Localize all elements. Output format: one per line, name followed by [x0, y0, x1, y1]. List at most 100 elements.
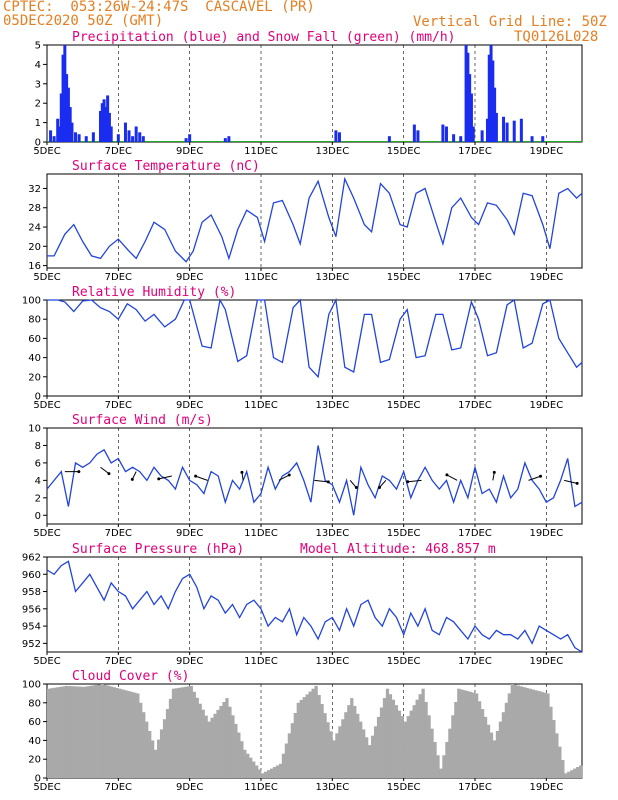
panel-1: [43, 173, 583, 271]
cloud-bar: [522, 687, 526, 778]
cloud-bar: [409, 710, 413, 778]
cloud-bar: [287, 733, 292, 778]
cloud-bar: [281, 753, 286, 778]
cloud-bar: [311, 688, 315, 778]
x-tick-label: 9DEC: [176, 400, 203, 411]
cloud-bar: [97, 684, 101, 778]
cloud-bar: [278, 763, 283, 778]
precip-bar: [84, 136, 88, 142]
cloud-bar: [207, 721, 211, 778]
precip-bar: [444, 126, 448, 142]
cloud-bar: [186, 686, 190, 778]
cloud-bar: [385, 688, 390, 778]
cloud-bar: [180, 687, 185, 778]
precip-bar: [541, 136, 545, 142]
x-tick-label: 7DEC: [105, 400, 132, 411]
cloud-bar: [338, 726, 342, 778]
precip-bar: [52, 136, 56, 142]
precip-bar: [334, 130, 338, 142]
x-tick-label: 7DEC: [105, 656, 132, 667]
x-tick-label: 7DEC: [105, 272, 132, 283]
cloud-bar: [192, 691, 196, 778]
precip-bar: [519, 118, 523, 142]
cloud-bar: [284, 743, 289, 778]
cloud-bar: [79, 686, 83, 778]
cloud-bar: [382, 698, 387, 778]
precip-bar: [387, 136, 391, 142]
precip-bar: [127, 130, 131, 142]
precip-bar: [66, 87, 70, 142]
cloud-bar: [495, 731, 500, 778]
cloud-bar: [231, 715, 235, 778]
x-tick-label: 19DEC: [529, 656, 563, 667]
precip-bar: [77, 134, 81, 142]
cloud-bar: [442, 755, 446, 778]
precip-bar: [337, 132, 341, 142]
cloud-bar: [525, 687, 529, 778]
cloud-bar: [534, 690, 538, 778]
cloud-bar: [326, 722, 330, 778]
precip-bar: [116, 134, 120, 142]
x-tick-label: 11DEC: [244, 400, 278, 411]
y-tick-label: 80: [28, 315, 41, 326]
cloud-bar: [91, 685, 95, 778]
y-tick-label: 60: [28, 717, 41, 728]
x-tick-label: 11DEC: [244, 782, 278, 793]
y-tick-label: 0: [35, 774, 41, 785]
x-tick-label: 9DEC: [176, 146, 203, 157]
x-tick-label: 11DEC: [244, 272, 278, 283]
cloud-bar: [136, 693, 140, 778]
precip-bar: [138, 132, 142, 142]
precip-bar: [131, 136, 135, 142]
precip-bar: [188, 134, 192, 142]
panel-frame: [46, 44, 583, 143]
cloud-bar: [266, 770, 271, 778]
precip-bar: [485, 118, 489, 142]
x-tick-label: 17DEC: [458, 528, 492, 539]
wind-arrow: [195, 475, 208, 481]
cloud-bar: [501, 712, 506, 778]
cloud-bar: [543, 692, 547, 778]
cloud-bar: [130, 691, 134, 778]
y-tick-label: 80: [28, 698, 41, 709]
precip-bar: [134, 126, 138, 142]
panel-3: [43, 427, 583, 527]
y-tick-label: 20: [28, 372, 41, 383]
cloud-bar: [424, 702, 428, 778]
cloud-bar: [403, 721, 407, 778]
y-tick-label: 60: [28, 334, 41, 345]
cloud-bar: [561, 759, 565, 778]
x-tick-label: 15DEC: [387, 146, 421, 157]
cloud-bar: [70, 686, 75, 778]
x-tick-label: 15DEC: [387, 528, 421, 539]
cloud-bar: [100, 684, 104, 778]
series-line: [47, 297, 583, 379]
cloud-bar: [159, 729, 164, 778]
precip-bar: [57, 126, 61, 142]
cloud-bar: [127, 691, 131, 778]
cloud-bar: [555, 733, 559, 778]
wind-arrow-head: [130, 477, 134, 481]
cloud-bar: [61, 686, 66, 778]
precip-bar: [74, 132, 78, 142]
cloud-bar: [82, 686, 86, 778]
cloud-bar: [480, 709, 485, 778]
precip-bar: [91, 132, 95, 142]
cloud-bar: [397, 710, 401, 778]
cloud-bar: [261, 773, 265, 778]
cloud-bar: [263, 771, 268, 778]
y-tick-label: 20: [28, 242, 41, 253]
cloud-bar: [133, 692, 137, 778]
cloud-bar: [376, 716, 381, 778]
x-tick-label: 17DEC: [458, 400, 492, 411]
cloud-bar: [237, 732, 241, 778]
cloud-bar: [290, 723, 294, 778]
panel-5: [43, 683, 583, 781]
precip-bar: [530, 136, 534, 142]
cloud-bar: [106, 685, 110, 778]
precip-bar: [56, 118, 60, 142]
panel-title: Surface Wind (m/s): [72, 413, 213, 428]
cloud-bar: [504, 702, 508, 778]
wind-arrow-head: [377, 485, 381, 489]
